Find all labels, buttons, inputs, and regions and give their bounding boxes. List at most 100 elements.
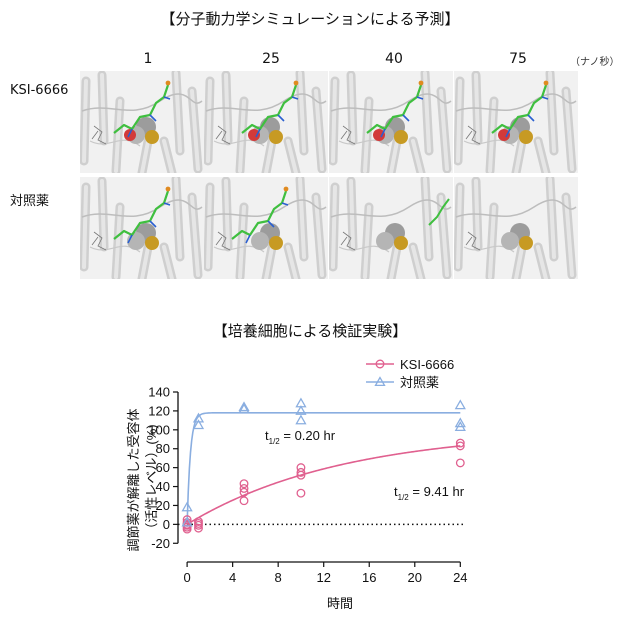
half-life-subscript: 1/2 — [269, 437, 281, 446]
sulfur-sphere — [519, 236, 533, 250]
legend-entry: 対照薬 — [400, 375, 439, 390]
y-tick-label: 120 — [148, 403, 170, 418]
loop-line — [205, 93, 327, 112]
data-point — [239, 496, 249, 506]
y-axis-label-line1: 調節薬が解離した受容体 — [126, 408, 141, 551]
sphere-model — [251, 232, 269, 250]
helix-highlight — [536, 245, 548, 279]
ligand-nitrogen-bonds — [255, 96, 299, 138]
helix-highlight — [238, 205, 246, 279]
helix-highlight — [411, 139, 423, 173]
ligand-atom — [293, 80, 299, 86]
y-axis-label: 調節薬が解離した受容体 （活性レベル）(%) — [126, 408, 159, 551]
helix-highlight — [423, 71, 431, 153]
ligand-sticks — [241, 84, 298, 134]
oxygen-sphere — [248, 129, 260, 141]
helix-highlight — [162, 245, 174, 279]
helix-highlight — [114, 205, 122, 279]
ligand-atom — [165, 186, 171, 192]
ligand-sticks — [491, 84, 548, 134]
side-chain-sticks — [465, 125, 481, 145]
sulfur-sphere — [394, 236, 408, 250]
helix-highlight — [174, 177, 182, 259]
side-chain-sticks — [215, 231, 231, 251]
x-tick-label: 0 — [183, 570, 190, 585]
sulfur-sphere — [145, 236, 159, 250]
ligand-atom — [283, 186, 289, 192]
protein-structure-illustration — [329, 71, 452, 173]
helix-highlight — [190, 195, 200, 277]
y-axis-label-line2: （活性レベル）(%) — [144, 424, 159, 535]
sphere-model — [376, 232, 394, 250]
sulfur-sphere — [145, 130, 159, 144]
helix-highlight — [190, 89, 200, 171]
sulfur-sphere — [269, 130, 283, 144]
dissociation-chart: -20 0 20 40 60 80 100 120 140 0 4 8 12 16 20 24 KSI-66… — [126, 357, 468, 611]
loop-line — [205, 199, 327, 218]
y-tick-label: 20 — [156, 498, 170, 513]
legend: KSI-6666 対照薬 — [366, 357, 454, 390]
data-points — [181, 397, 466, 534]
half-life-value: = 0.20 hr — [280, 428, 336, 443]
ligand-sticks — [366, 84, 423, 134]
helix-highlight — [439, 89, 449, 171]
protein-structure-illustration — [454, 177, 577, 279]
helix-highlight — [363, 205, 371, 279]
ligand-atom — [165, 80, 171, 86]
data-point — [239, 483, 249, 493]
data-point — [239, 479, 249, 489]
oxygen-sphere — [124, 129, 136, 141]
row-label-control: 対照薬 — [10, 194, 50, 209]
data-point — [238, 403, 250, 414]
experiment-title: 【培養細胞による検証実験】 — [212, 322, 408, 340]
helix-highlight — [82, 79, 88, 163]
helix-highlight — [286, 245, 298, 279]
helix-highlight — [114, 99, 122, 173]
side-chain-sticks — [340, 125, 356, 145]
legend-entry: KSI-6666 — [400, 357, 454, 372]
half-life-value: = 9.41 hr — [409, 484, 465, 499]
ligand-nitrogen-bonds — [127, 202, 171, 244]
fit-curve — [186, 412, 461, 525]
y-axis: -20 0 20 40 60 80 100 120 140 — [148, 385, 179, 551]
side-chain-sticks — [91, 125, 107, 145]
data-point — [238, 401, 250, 412]
helix-highlight — [456, 185, 462, 269]
data-point — [454, 417, 466, 428]
protein-structure-illustration — [329, 177, 452, 279]
helix-highlight — [82, 185, 88, 269]
ligand-sticks — [231, 190, 288, 240]
protein-structure-illustration — [80, 71, 203, 173]
side-chain-sticks — [340, 231, 356, 251]
side-chain-sticks — [215, 125, 231, 145]
loop-line — [330, 93, 452, 112]
data-point — [192, 419, 205, 430]
oxygen-sphere — [498, 129, 510, 141]
half-life-subscript: 1/2 — [398, 493, 410, 502]
data-point — [455, 441, 465, 451]
time-label-40: 40 — [385, 51, 403, 67]
x-axis: 0 4 8 12 16 20 24 — [178, 523, 468, 585]
helix-highlight — [488, 205, 496, 279]
helix-highlight — [536, 139, 548, 173]
y-tick-label: 60 — [156, 460, 170, 475]
sulfur-sphere — [269, 236, 283, 250]
y-tick-label: 0 — [163, 517, 170, 532]
x-tick-label: 20 — [408, 570, 422, 585]
fit-curve — [186, 445, 461, 526]
data-point — [296, 463, 306, 473]
helix-highlight — [314, 195, 324, 277]
time-unit-label: （ナノ秒） — [570, 57, 620, 68]
helix-highlight — [488, 99, 496, 173]
data-point — [455, 438, 465, 448]
sphere-model — [501, 232, 519, 250]
ligand-nitrogen-bonds — [245, 202, 289, 244]
half-life-prefix: t — [265, 428, 269, 443]
side-chain-sticks — [465, 231, 481, 251]
data-point — [295, 397, 307, 408]
loop-line — [455, 199, 577, 218]
x-tick-label: 12 — [316, 570, 330, 585]
ligand-atom — [418, 80, 424, 86]
data-point — [296, 488, 306, 498]
helix-highlight — [564, 195, 574, 277]
